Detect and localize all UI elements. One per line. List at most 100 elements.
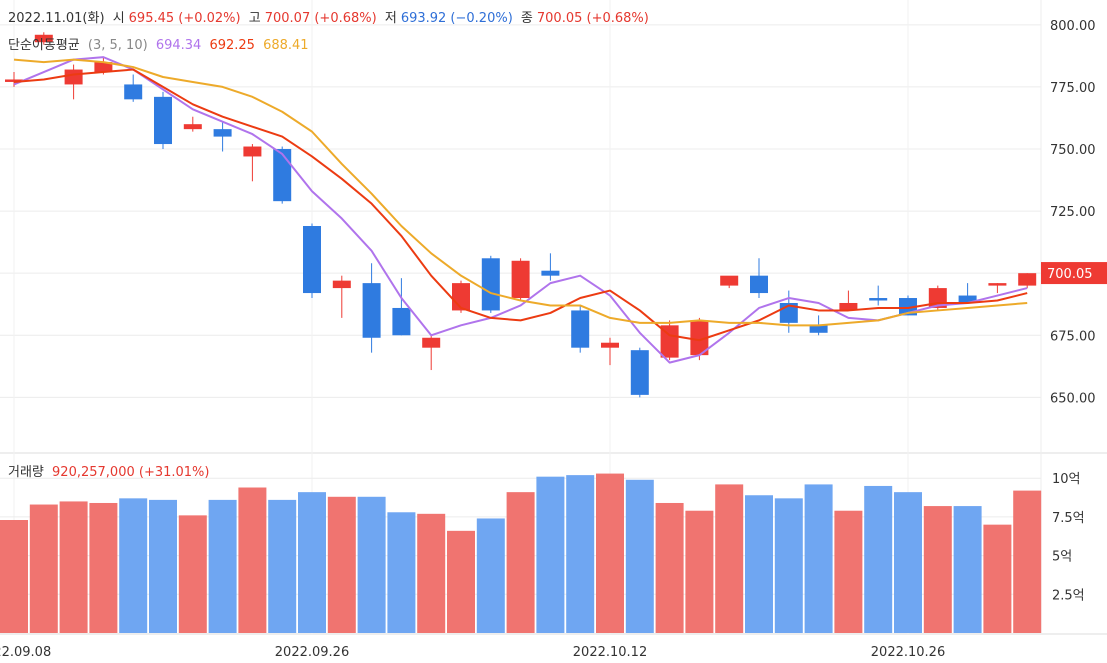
price-tick-label: 725.00 xyxy=(1050,205,1096,220)
volume-bar xyxy=(745,495,773,633)
volume-bar xyxy=(566,475,595,633)
volume-bar xyxy=(417,513,446,633)
volume-bar xyxy=(357,496,386,633)
volume-bar xyxy=(208,499,237,633)
candle-body xyxy=(869,298,888,301)
volume-bar xyxy=(59,501,88,633)
price-tick-label: 800.00 xyxy=(1050,19,1096,34)
high-label: 고 xyxy=(248,11,261,26)
ma-legend-label: 단순이동평균 xyxy=(8,38,80,53)
candle-body xyxy=(392,307,411,336)
candle-body xyxy=(64,69,83,85)
date-tick-label: 2022.10.26 xyxy=(871,645,945,660)
volume-bar xyxy=(655,502,684,633)
candle-body xyxy=(571,310,590,348)
volume-bar xyxy=(923,506,952,633)
volume-bar xyxy=(685,510,714,633)
high-value: 700.07 (+0.68%) xyxy=(264,11,377,26)
ma-legend-value-2: 692.25 xyxy=(209,38,255,53)
volume-bar xyxy=(238,487,267,633)
ma-legend-params: (3, 5, 10) xyxy=(87,38,148,53)
volume-tick-label: 7.5억 xyxy=(1052,511,1085,526)
volume-bar xyxy=(327,496,356,633)
candle-body xyxy=(422,337,441,348)
volume-bar xyxy=(536,476,565,633)
volume-bar xyxy=(953,506,982,633)
volume-bar xyxy=(268,499,297,633)
volume-bar xyxy=(864,485,893,633)
candle-body xyxy=(273,149,292,202)
volume-bar xyxy=(1013,490,1042,633)
volume-bar xyxy=(89,502,118,633)
open-label: 시 xyxy=(112,11,125,26)
ma-legend-value-1: 694.34 xyxy=(155,38,202,53)
volume-bar xyxy=(29,504,58,633)
price-legend: 2022.11.01(화) 시 695.45 (+0.02%) 고 700.07 (… xyxy=(8,7,653,26)
candle-body xyxy=(541,270,560,276)
volume-legend-value: 920,257,000 (+31.01%) xyxy=(52,465,210,480)
date-tick-label: 2022.09.08 xyxy=(0,645,51,660)
volume-tick-label: 2.5억 xyxy=(1052,588,1085,603)
candle-body xyxy=(243,146,262,157)
volume-legend: 거래량 920,257,000 (+31.01%) xyxy=(8,461,213,480)
candle-body xyxy=(750,275,768,294)
volume-bar xyxy=(0,520,28,633)
candle-body xyxy=(660,325,679,358)
candle-body xyxy=(94,62,113,73)
ma-legend: 단순이동평균 (3, 5, 10) 694.34 692.25 688.41 xyxy=(8,34,313,53)
volume-bar xyxy=(506,492,535,633)
ma-legend-value-3: 688.41 xyxy=(263,38,309,53)
close-value: 700.05 (+0.68%) xyxy=(536,11,649,26)
volume-bar xyxy=(983,524,1012,633)
volume-bar xyxy=(774,498,803,633)
price-tick-label: 675.00 xyxy=(1050,329,1096,344)
candle-body xyxy=(601,342,619,348)
candle-body xyxy=(5,79,23,82)
candle-body xyxy=(511,260,530,299)
legend-date: 2022.11.01(화) xyxy=(8,11,105,26)
candle-body xyxy=(303,226,321,294)
volume-bar xyxy=(804,484,833,633)
ma-line-5 xyxy=(13,68,1028,342)
low-value: 693.92 (−0.20%) xyxy=(400,11,513,26)
volume-bar xyxy=(149,499,177,633)
candle-body xyxy=(154,96,172,145)
volume-tick-label: 10억 xyxy=(1052,472,1081,487)
candle-body xyxy=(809,325,828,333)
ma-line-10 xyxy=(13,58,1028,327)
volume-bar xyxy=(625,479,654,633)
candle-body xyxy=(988,283,1007,286)
date-tick-label: 2022.10.12 xyxy=(573,645,647,660)
last-price-tag xyxy=(1041,262,1107,285)
candle-body xyxy=(183,124,202,130)
candle-body xyxy=(332,280,351,289)
volume-legend-label: 거래량 xyxy=(8,465,44,480)
price-tick-label: 650.00 xyxy=(1050,391,1096,406)
candle-body xyxy=(1018,273,1037,286)
volume-bar xyxy=(119,498,148,633)
low-label: 저 xyxy=(384,11,397,26)
date-tick-label: 2022.09.26 xyxy=(275,645,349,660)
volume-bar xyxy=(476,518,505,633)
close-label: 종 xyxy=(520,11,533,26)
price-tick-label: 775.00 xyxy=(1050,81,1096,96)
volume-bar xyxy=(178,515,207,633)
candle-body xyxy=(124,84,143,100)
volume-bar xyxy=(596,473,624,633)
volume-bar xyxy=(387,512,416,633)
candle-body xyxy=(958,295,977,303)
candle-body xyxy=(34,34,53,43)
volume-tick-label: 5억 xyxy=(1052,550,1072,565)
last-price-label: 700.05 xyxy=(1047,267,1093,282)
volume-bar xyxy=(834,510,863,633)
volume-bar xyxy=(894,492,922,633)
open-value: 695.45 (+0.02%) xyxy=(128,11,241,26)
candle-body xyxy=(481,258,500,311)
price-tick-label: 750.00 xyxy=(1050,143,1096,158)
ma-line-3 xyxy=(13,56,1028,364)
candle-body xyxy=(630,350,649,395)
candle-body xyxy=(690,320,709,356)
candle-body xyxy=(839,302,858,311)
candle-body xyxy=(362,283,381,338)
